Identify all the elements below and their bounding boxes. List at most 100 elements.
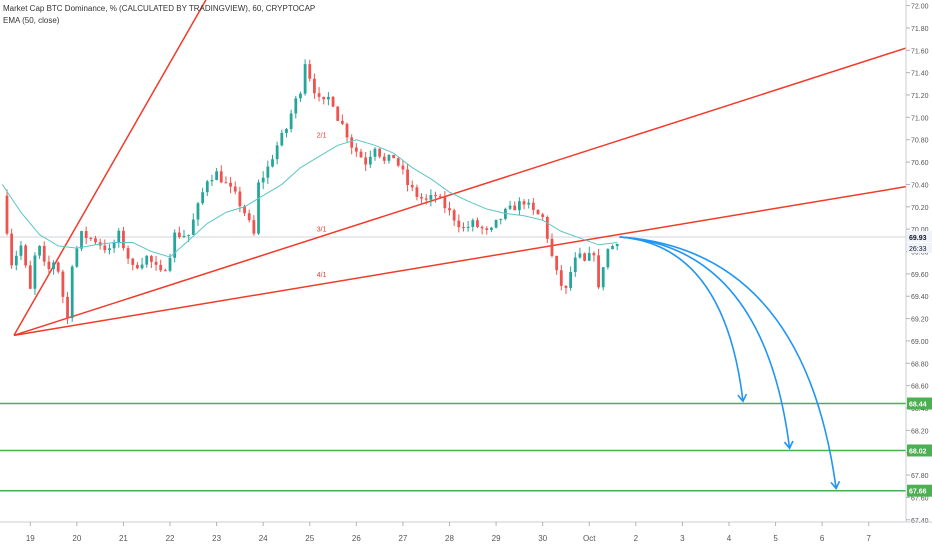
candle-body — [429, 194, 433, 200]
candle-body — [140, 264, 144, 269]
candle-body — [615, 244, 619, 247]
candle-body — [517, 201, 521, 211]
price-tick-label: 71.40 — [911, 71, 929, 78]
candle-body — [313, 78, 316, 94]
price-tick-label: 70.00 — [911, 227, 929, 234]
candle-body — [466, 226, 470, 228]
candle-body — [326, 96, 330, 100]
price-axis[interactable]: 72.00 71.80 71.60 71.40 71.20 71.00 70.80 70.60… — [905, 0, 932, 550]
candle-body — [457, 220, 461, 228]
candle-body — [559, 270, 563, 286]
time-tick-label: 30 — [538, 534, 547, 543]
candle-body — [471, 220, 475, 227]
candle-body — [52, 262, 55, 269]
candle-body — [438, 196, 442, 198]
candle-body — [145, 255, 149, 265]
fan-lines: 2/1 3/1 4/1 — [13, 0, 907, 337]
candle-body — [597, 255, 600, 288]
candle-body — [452, 210, 456, 221]
candle-body — [89, 237, 93, 239]
candle-body — [382, 156, 386, 161]
projection-arrowhead — [737, 393, 748, 403]
candle-body — [229, 182, 232, 187]
candle-body — [103, 245, 107, 251]
price-tick-label: 71.00 — [911, 115, 929, 122]
projection-arrowhead — [783, 440, 794, 450]
candle-body — [569, 271, 573, 288]
projection-arrow-path — [619, 236, 837, 489]
candle-body — [350, 137, 354, 148]
gann-fan-line — [13, 0, 207, 336]
price-tick-label: 68.80 — [911, 361, 929, 368]
price-tick-label: 70.40 — [911, 182, 929, 189]
chart-legend-title: Market Cap BTC Dominance, % (CALCULATED … — [3, 4, 316, 13]
last-price-badge — [907, 230, 932, 242]
candle-body — [564, 285, 568, 288]
candle-body — [443, 196, 447, 209]
time-tick-label: Oct — [583, 534, 596, 543]
candle-body — [10, 233, 14, 266]
candle-body — [531, 202, 535, 210]
time-tick-label: 26 — [352, 534, 361, 543]
countdown-label: 26:33 — [909, 246, 927, 253]
candle-body — [163, 270, 167, 272]
time-tick-label: 20 — [72, 534, 81, 543]
candle-body — [527, 202, 531, 205]
candle-body — [606, 249, 610, 268]
candle-body — [261, 177, 265, 183]
candle-body — [611, 246, 614, 250]
support-price-badge — [907, 444, 932, 457]
candle-body — [541, 214, 545, 217]
candle-body — [177, 232, 181, 238]
candle-body — [84, 231, 88, 238]
candle-body — [448, 208, 451, 211]
candle-body — [173, 232, 177, 258]
time-tick-label: 27 — [398, 534, 407, 543]
price-tick-label: 71.60 — [911, 48, 929, 55]
candle-body — [80, 231, 83, 249]
candle-body — [485, 228, 489, 230]
candle-body — [94, 238, 97, 243]
candle-body — [215, 171, 218, 181]
time-tick-label: 28 — [445, 534, 454, 543]
candle-body — [583, 253, 586, 261]
gann-fan-label: 2/1 — [317, 132, 327, 139]
candle-body — [545, 216, 549, 239]
candle-body — [122, 230, 125, 249]
candle-body — [191, 219, 195, 235]
candle-body — [168, 257, 172, 271]
candle-body — [196, 203, 200, 220]
candle-body — [66, 296, 69, 319]
candle-body — [317, 93, 321, 97]
candle-body — [396, 158, 400, 166]
candle-body — [33, 255, 37, 289]
candle-body — [550, 238, 554, 256]
candle-body — [340, 120, 344, 124]
last-price-label: 69.93 — [909, 235, 927, 242]
price-tick-label: 68.60 — [911, 384, 929, 391]
candle-body — [219, 171, 223, 183]
time-tick-label: 23 — [212, 534, 221, 543]
time-axis[interactable]: 19 20 21 22 23 24 25 26 27 28 29 30 Oct 2 3 4 5 6 7 — [0, 521, 932, 543]
price-tick-label: 72.00 — [911, 4, 929, 11]
candle-body — [406, 169, 409, 185]
candle-body — [480, 226, 484, 229]
candle-body — [336, 106, 340, 121]
candle-body — [392, 154, 396, 159]
candle-body — [415, 187, 419, 197]
time-tick-label: 7 — [867, 534, 872, 543]
candle-body — [275, 145, 279, 160]
gann-fan-label: 3/1 — [317, 226, 327, 233]
candle-body — [345, 123, 349, 138]
price-tick-label: 68.20 — [911, 428, 929, 435]
candle-body — [28, 265, 32, 289]
support-lines — [0, 402, 906, 492]
candle-body — [38, 245, 41, 256]
candle-body — [359, 151, 363, 158]
candle-body — [522, 201, 526, 205]
candle-body — [70, 266, 74, 319]
gann-fan-line — [13, 185, 907, 337]
candle-body — [5, 195, 9, 234]
candle-body — [159, 264, 163, 271]
